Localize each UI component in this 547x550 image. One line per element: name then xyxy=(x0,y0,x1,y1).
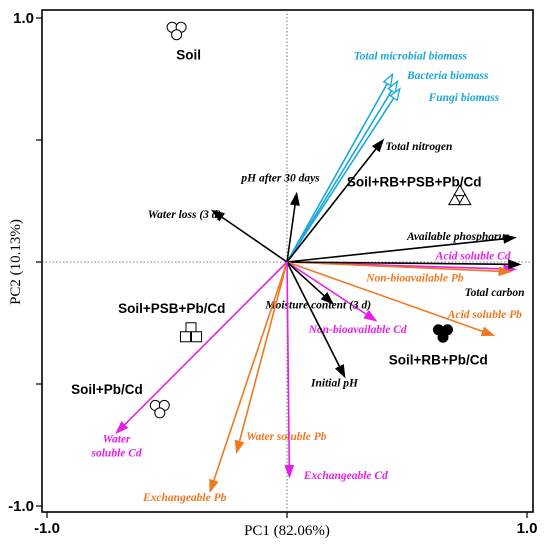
vector-non-bioavailable-pb: Non-bioavailable Pb xyxy=(286,261,513,285)
vector-line xyxy=(286,204,296,263)
sample-label: Soil+PSB+Pb/Cd xyxy=(118,301,225,316)
vector-arrowhead xyxy=(234,439,245,455)
vector-non-bioavailable-cd: Non-bioavailable Cd xyxy=(286,261,407,336)
vector-label: Fungi biomass xyxy=(428,92,500,104)
x-axis-label: PC1 (82.06%) xyxy=(244,523,330,539)
vector-fungi-biomass: Fungi biomass xyxy=(286,87,500,263)
vector-label: Moisture content (3 d) xyxy=(264,299,371,311)
vector-line xyxy=(286,261,368,316)
sample-soil-pb-cd: Soil+Pb/Cd xyxy=(71,382,170,419)
vector-ph-after-30-days: pH after 30 days xyxy=(240,172,320,263)
vector-line xyxy=(286,261,326,297)
vector-arrowhead xyxy=(387,79,399,94)
vector-line xyxy=(286,81,399,263)
vector-line xyxy=(286,261,291,466)
vector-label: Water soluble Cd xyxy=(91,434,142,460)
vector-moisture-content-3-d: Moisture content (3 d) xyxy=(264,261,371,311)
vector-label: Bacteria biomass xyxy=(406,70,489,82)
vector-arrowhead xyxy=(498,266,513,277)
vector-arrowhead xyxy=(371,138,385,153)
sample-marker xyxy=(457,193,472,206)
sample-soil: Soil xyxy=(166,21,201,62)
vector-line xyxy=(286,73,394,263)
vector-label: Water loss (3 d) xyxy=(148,209,222,221)
vector-water-loss-3-d: Water loss (3 d) xyxy=(148,209,288,263)
vector-arrowhead xyxy=(382,72,394,87)
vector-line xyxy=(221,216,288,263)
sample-soil-psb-pb-cd: Soil+PSB+Pb/Cd xyxy=(118,301,225,343)
vector-line xyxy=(286,261,500,273)
vector-arrowhead xyxy=(480,326,496,336)
vector-label: pH after 30 days xyxy=(240,172,320,184)
vector-total-carbon: Total carbon xyxy=(286,259,525,299)
sample-label: Soil+RB+PSB+Pb/Cd xyxy=(347,174,482,189)
vector-label: Exchangeable Pb xyxy=(142,492,227,504)
vector-available-phosphorus: Available phosphorus xyxy=(286,231,517,263)
sample-marker xyxy=(171,29,183,41)
vector-total-nitrogen: Total nitrogen xyxy=(286,138,452,263)
vector-initial-ph: Initial pH xyxy=(286,261,359,389)
vector-label: Total carbon xyxy=(465,287,525,299)
vector-arrowhead xyxy=(320,291,335,305)
sample-marker xyxy=(437,331,449,343)
vector-label: Total microbial biomass xyxy=(354,50,468,62)
sample-soil-rb-psb-pb-cd: Soil+RB+PSB+Pb/Cd xyxy=(347,174,482,206)
vector-label: Water soluble Pb xyxy=(246,431,327,443)
y-tick-label: 1.0 xyxy=(13,10,34,27)
vector-label: Non-bioavailable Pb xyxy=(365,273,464,285)
axis-ticks: -1.0 1.0 -1.0 1.0 xyxy=(8,10,537,537)
vector-bacteria-biomass: Bacteria biomass xyxy=(286,70,489,263)
vector-label: Initial pH xyxy=(310,377,359,389)
vector-exchangeable-pb: Exchangeable Pb xyxy=(142,261,288,504)
vector-arrowhead xyxy=(334,364,346,379)
vector-label: Non-bioavailable Cd xyxy=(308,324,407,336)
vector-total-microbial-biomass: Total microbial biomass xyxy=(286,50,468,263)
vector-arrowhead xyxy=(502,233,517,244)
vector-arrowhead xyxy=(284,465,295,479)
vector-line xyxy=(286,261,341,368)
vector-line xyxy=(212,261,288,482)
vector-line xyxy=(238,261,288,442)
y-axis-label: PC2 (10.13%) xyxy=(8,219,24,305)
sample-markers: Soil Soil+RB+PSB+Pb/Cd Soil+PSB+Pb/Cd Soil+… xyxy=(71,21,488,419)
x-tick-label: 1.0 xyxy=(517,520,538,537)
vector-arrowhead xyxy=(363,310,378,322)
loading-vectors: Total microbial biomass Bacteria biomass F… xyxy=(91,50,525,504)
x-tick-label: -1.0 xyxy=(34,520,60,537)
y-tick-label: -1.0 xyxy=(8,498,34,515)
vector-water-soluble-pb: Water soluble Pb xyxy=(234,261,327,455)
vector-line xyxy=(286,261,484,333)
vector-label: Acid soluble Cd xyxy=(435,251,511,263)
sample-marker xyxy=(191,331,202,343)
vector-line xyxy=(286,148,377,263)
vector-arrowhead xyxy=(115,421,129,435)
vector-line xyxy=(286,237,505,263)
sample-label: Soil+RB+Pb/Cd xyxy=(389,352,488,367)
vector-label: Exchangeable Cd xyxy=(303,470,388,482)
vector-exchangeable-cd: Exchangeable Cd xyxy=(284,261,388,482)
vector-label: Acid soluble Pb xyxy=(447,309,522,321)
sample-marker xyxy=(447,193,462,206)
sample-soil-rb-pb-cd: Soil+RB+Pb/Cd xyxy=(389,324,488,367)
vector-arrowhead xyxy=(389,87,401,102)
vector-label: Available phosphorus xyxy=(406,231,510,243)
sample-marker xyxy=(154,407,166,419)
sample-label: Soil xyxy=(176,47,201,62)
sample-marker xyxy=(180,331,191,343)
vector-line xyxy=(286,88,401,263)
vector-arrowhead xyxy=(209,478,219,494)
vector-arrowhead xyxy=(290,191,300,206)
sample-label: Soil+Pb/Cd xyxy=(71,382,143,397)
vector-arrowhead xyxy=(211,209,225,222)
vector-water-soluble-cd: Water soluble Cd xyxy=(91,261,288,460)
vector-acid-soluble-pb: Acid soluble Pb xyxy=(286,261,522,336)
vector-line xyxy=(123,261,288,426)
vector-label: Total nitrogen xyxy=(385,141,452,153)
sample-marker xyxy=(452,184,467,197)
vector-arrowhead xyxy=(508,259,522,270)
vector-line xyxy=(286,261,509,266)
